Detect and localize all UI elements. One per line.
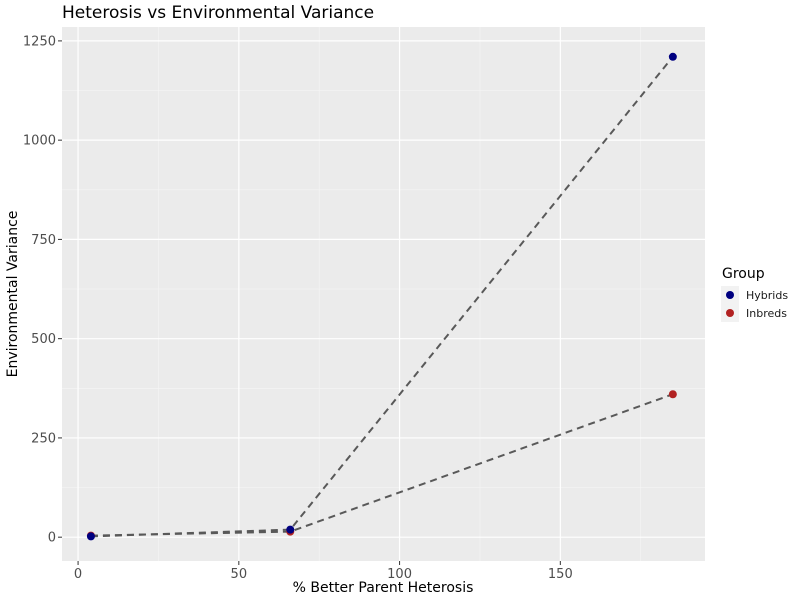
legend-title: Group xyxy=(722,266,765,282)
data-point-hybrids xyxy=(86,532,95,541)
chart-title: Heterosis vs Environmental Variance xyxy=(62,3,374,23)
y-tick-label: 250 xyxy=(31,431,56,446)
legend: Group Hybrids Inbreds xyxy=(721,266,788,322)
x-tick-label: 100 xyxy=(387,567,412,582)
x-tick-label: 50 xyxy=(231,567,248,582)
y-axis-ticks: 0 250 500 750 1000 1250 xyxy=(23,34,62,546)
data-point-hybrids xyxy=(668,52,677,61)
legend-marker-inbreds xyxy=(726,309,734,317)
legend-label-inbreds: Inbreds xyxy=(746,307,787,320)
y-tick-label: 1000 xyxy=(23,134,56,149)
grid-major xyxy=(62,27,705,561)
x-tick-label: 150 xyxy=(548,567,573,582)
data-point-inbreds xyxy=(668,390,677,399)
y-tick-label: 750 xyxy=(31,233,56,248)
plot-panel xyxy=(62,27,705,561)
y-tick-label: 1250 xyxy=(23,34,56,49)
legend-items: Hybrids Inbreds xyxy=(721,286,788,322)
y-tick-label: 0 xyxy=(48,531,56,546)
grid-minor xyxy=(62,27,705,561)
legend-marker-hybrids xyxy=(726,291,734,299)
x-tick-label: 0 xyxy=(74,567,82,582)
legend-label-hybrids: Hybrids xyxy=(746,289,788,302)
y-tick-label: 500 xyxy=(31,332,56,347)
y-axis-title: Environmental Variance xyxy=(5,211,21,378)
x-axis-ticks: 0 50 100 150 xyxy=(74,561,573,582)
series-line-inbreds xyxy=(90,393,674,537)
x-axis-title: % Better Parent Heterosis xyxy=(293,580,474,596)
series-points xyxy=(86,52,677,541)
series-lines xyxy=(90,56,674,538)
data-point-hybrids xyxy=(286,525,295,534)
